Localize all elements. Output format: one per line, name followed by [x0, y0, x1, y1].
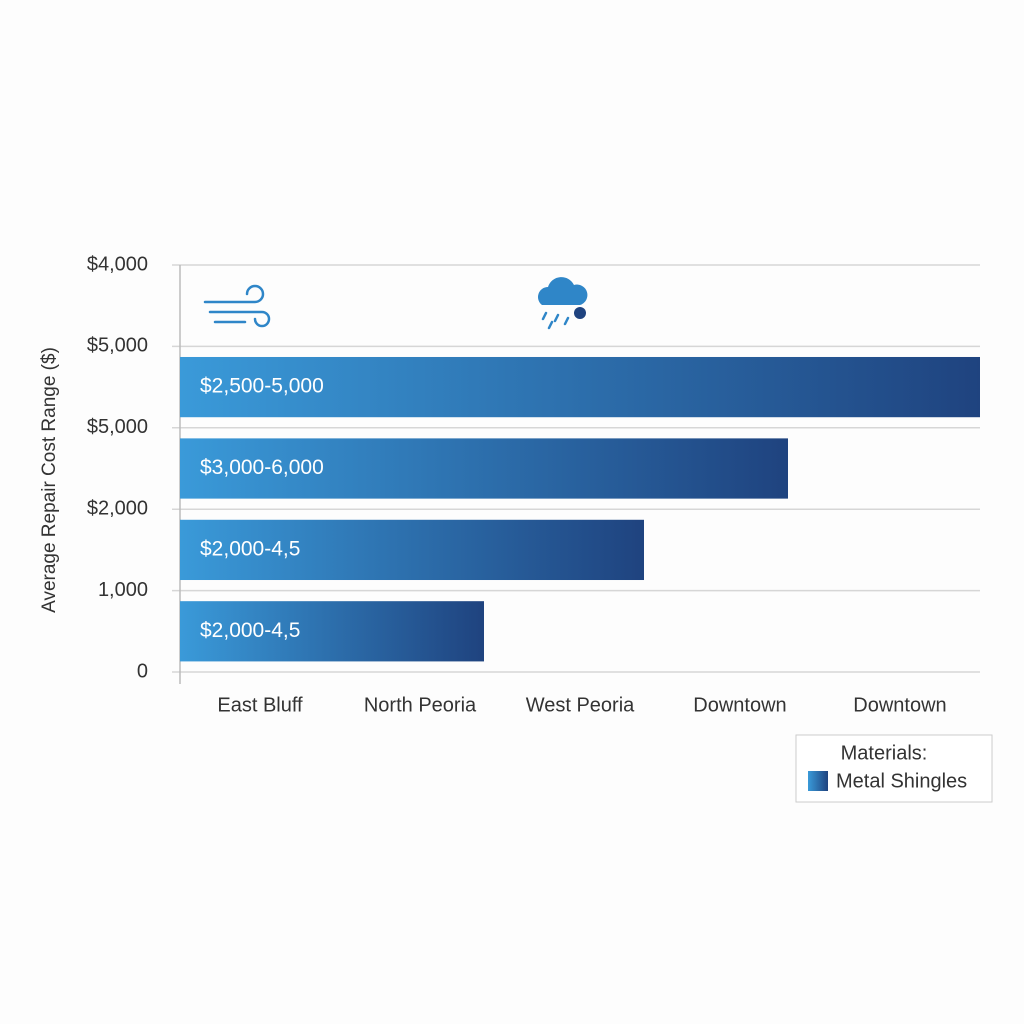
bar	[180, 438, 788, 499]
storm-icon	[538, 277, 588, 330]
bar	[180, 356, 980, 418]
y-tick-label: $5,000	[87, 416, 148, 438]
bar-label: $2,500-5,000	[200, 375, 324, 398]
bar	[180, 519, 644, 581]
x-tick-label: Downtown	[853, 694, 946, 716]
x-tick-label: Downtown	[693, 694, 786, 716]
legend-title: Materials:	[841, 742, 928, 764]
y-axis-title: Average Repair Cost Range ($)	[39, 347, 60, 613]
legend-swatch	[808, 771, 828, 791]
x-tick-label: West Peoria	[526, 694, 635, 716]
wind-icon	[203, 284, 271, 328]
bar-label: $2,000-4,5	[200, 619, 300, 642]
legend: Materials: Metal Shingles	[795, 734, 993, 803]
y-tick-label: $2,000	[87, 497, 148, 519]
bar-label: $3,000-6,000	[200, 456, 324, 479]
bar	[180, 601, 484, 662]
legend-box	[795, 734, 993, 803]
y-tick-label: $5,000	[87, 335, 148, 357]
legend-label: Metal Shingles	[836, 770, 967, 792]
bar-label: $2,000-4,5	[200, 537, 300, 560]
y-tick-label: 0	[137, 660, 148, 682]
y-tick-label: $4,000	[87, 253, 148, 275]
y-tick-label: 1,000	[98, 579, 148, 601]
x-tick-label: North Peoria	[364, 694, 477, 716]
x-tick-label: East Bluff	[217, 694, 303, 716]
